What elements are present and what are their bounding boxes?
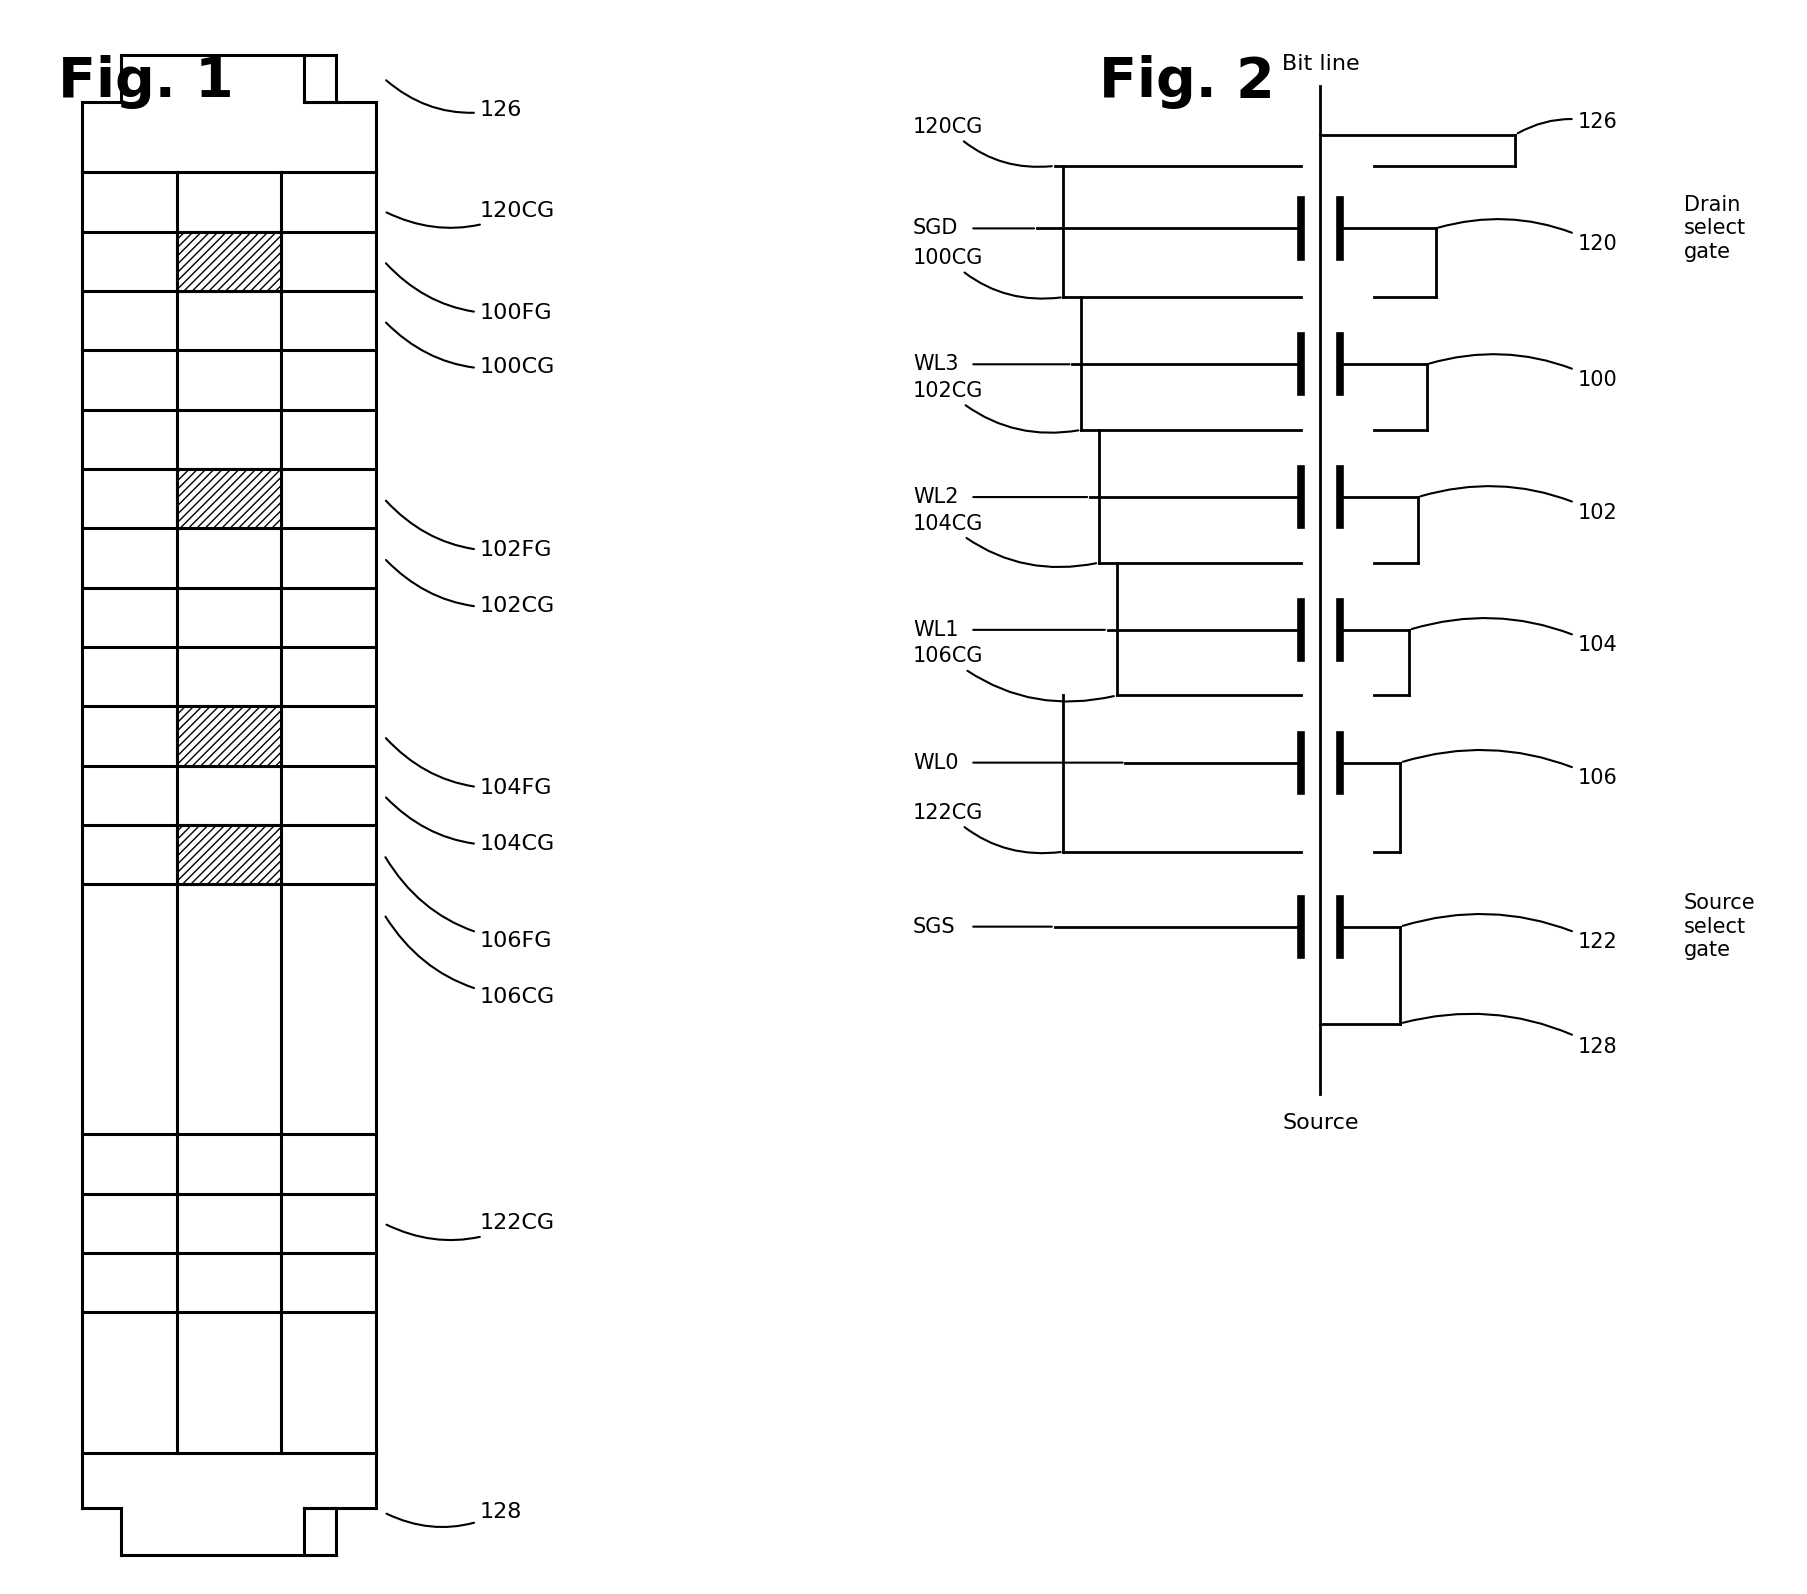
Text: 106CG: 106CG [913,647,1113,701]
Text: 106CG: 106CG [385,917,555,1007]
Bar [177,231,280,290]
Text: 104FG: 104FG [385,738,551,797]
Text: SGS: SGS [913,917,954,937]
Text: 120CG: 120CG [387,201,555,228]
Text: 122: 122 [1402,913,1615,952]
Text: 122CG: 122CG [387,1213,555,1240]
Text: Source
select
gate: Source select gate [1682,894,1755,960]
Text: WL3: WL3 [913,354,958,375]
Text: 102CG: 102CG [913,381,1077,432]
Text: Fig. 1: Fig. 1 [58,56,233,108]
Text: Source: Source [1281,1113,1357,1133]
Text: 128: 128 [387,1503,522,1527]
Bar [177,231,280,290]
Text: 106: 106 [1402,749,1615,789]
Text: 120: 120 [1437,218,1615,253]
Text: WL1: WL1 [913,620,958,639]
Text: 100CG: 100CG [385,322,555,378]
Text: 100FG: 100FG [385,263,551,322]
Bar [177,706,280,765]
Text: 100: 100 [1429,354,1615,391]
Text: 122CG: 122CG [913,803,1061,853]
Text: 100CG: 100CG [913,249,1061,298]
Text: 106FG: 106FG [385,858,551,950]
Bar [177,469,280,528]
Text: 126: 126 [1516,112,1615,134]
Text: 102FG: 102FG [385,501,551,559]
Text: WL2: WL2 [913,488,958,507]
Text: 102: 102 [1420,486,1615,523]
Text: 104: 104 [1411,618,1615,655]
Text: 104CG: 104CG [913,513,1095,567]
Bar [177,826,280,885]
Text: Bit line: Bit line [1281,54,1359,73]
Bar [177,469,280,528]
Text: WL0: WL0 [913,752,958,773]
Text: 126: 126 [387,80,522,120]
Bar [177,706,280,765]
Text: 104CG: 104CG [385,797,555,854]
Bar [177,826,280,885]
Text: Drain
select
gate: Drain select gate [1682,194,1746,261]
Text: 102CG: 102CG [385,559,555,617]
Text: 120CG: 120CG [913,116,1052,167]
Text: 128: 128 [1402,1014,1615,1057]
Text: Fig. 2: Fig. 2 [1099,56,1274,108]
Text: SGD: SGD [913,218,958,239]
